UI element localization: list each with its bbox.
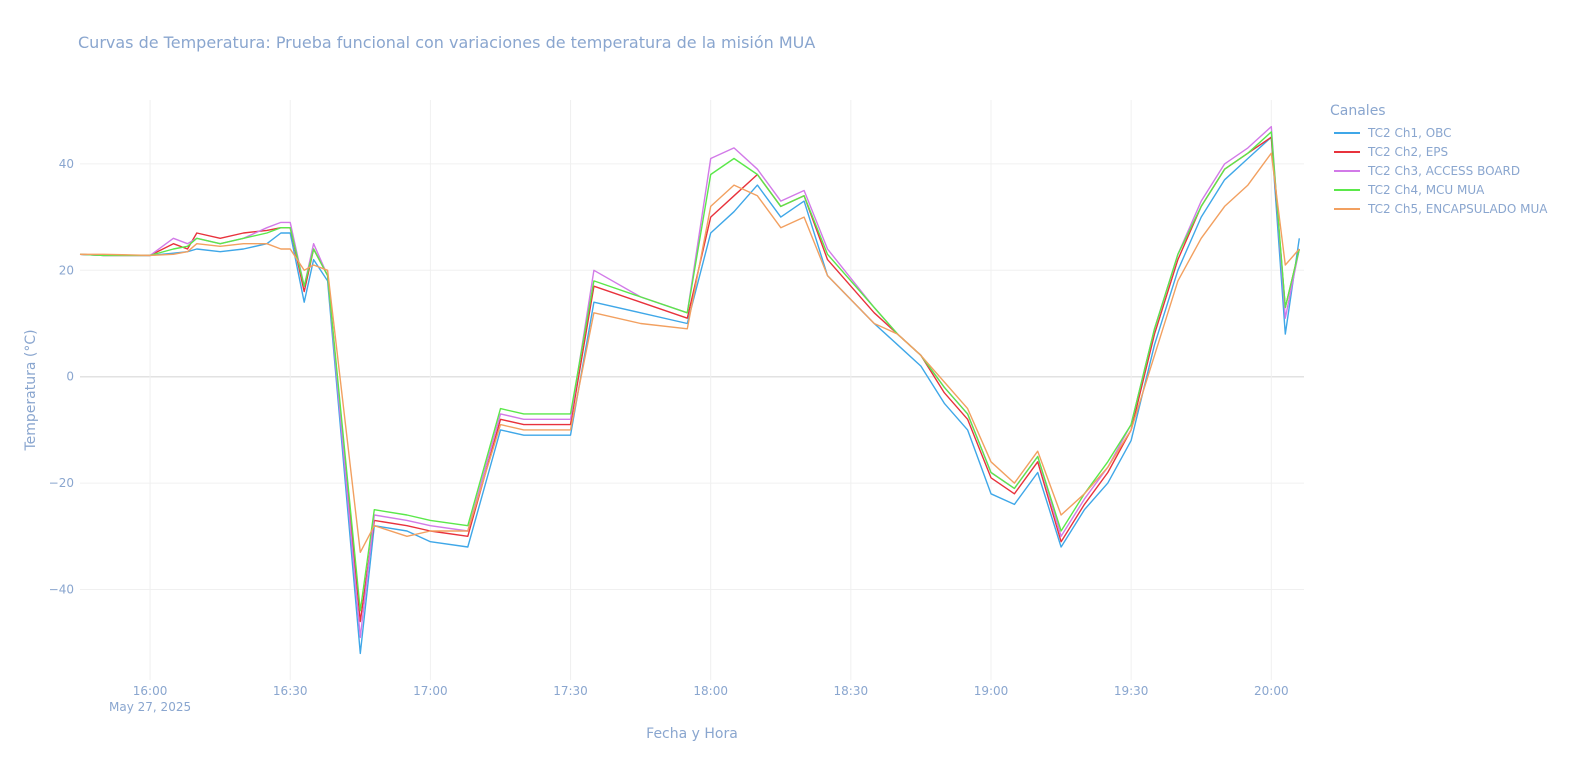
x-tick-labels: 16:00 16:30 17:00 17:30 18:00 18:30 19:00 19:30… <box>133 684 1289 698</box>
legend-title: Canales <box>1330 103 1386 119</box>
legend-items: TC2 Ch1, OBC TC2 Ch2, EPS TC2 Ch3, ACCESS … <box>1330 123 1548 218</box>
legend-swatch <box>1334 188 1360 191</box>
grid <box>80 100 1304 680</box>
chart-title: Curvas de Temperatura: Prueba funcional … <box>78 33 816 52</box>
legend-item[interactable]: TC2 Ch5, ENCAPSULADO MUA <box>1330 199 1548 218</box>
y-tick-label: −40 <box>49 583 74 597</box>
x-axis-title: Fecha y Hora <box>646 726 738 742</box>
x-tick-label: 16:00 <box>133 684 168 698</box>
legend-item[interactable]: TC2 Ch2, EPS <box>1330 142 1548 161</box>
y-tick-label: 20 <box>59 263 74 277</box>
y-tick-labels: −40 −20 0 20 40 <box>49 157 74 597</box>
series-line <box>79 131 1300 612</box>
legend-label: TC2 Ch4, MCU MUA <box>1368 182 1485 197</box>
x-tick-label: 20:00 <box>1254 684 1289 698</box>
y-tick-label: −20 <box>49 476 74 490</box>
legend-swatch <box>1334 150 1360 153</box>
y-tick-label: 0 <box>66 370 74 384</box>
series-lines <box>79 125 1300 655</box>
series-line <box>79 136 1300 623</box>
x-tick-label: 16:30 <box>273 684 308 698</box>
series-line <box>79 125 1300 639</box>
x-tick-label: 19:30 <box>1114 684 1149 698</box>
x-tick-label: 19:00 <box>974 684 1009 698</box>
legend-swatch <box>1334 207 1360 210</box>
legend-swatch <box>1334 169 1360 172</box>
legend-item[interactable]: TC2 Ch4, MCU MUA <box>1330 180 1548 199</box>
legend-item[interactable]: TC2 Ch3, ACCESS BOARD <box>1330 161 1548 180</box>
legend: Canales TC2 Ch1, OBC TC2 Ch2, EPS TC2 Ch3,… <box>1330 103 1548 218</box>
legend-label: TC2 Ch5, ENCAPSULADO MUA <box>1368 201 1548 216</box>
legend-label: TC2 Ch2, EPS <box>1368 144 1449 159</box>
series-line <box>79 136 1300 655</box>
legend-item[interactable]: TC2 Ch1, OBC <box>1330 123 1548 142</box>
y-axis-title: Temperatura (°C) <box>23 329 39 451</box>
legend-label: TC2 Ch3, ACCESS BOARD <box>1368 163 1521 178</box>
legend-swatch <box>1334 131 1360 134</box>
x-tick-label: 17:30 <box>553 684 588 698</box>
x-date-label: May 27, 2025 <box>109 700 191 714</box>
x-tick-label: 18:30 <box>834 684 869 698</box>
x-tick-label: 17:00 <box>413 684 448 698</box>
x-tick-label: 18:00 <box>693 684 728 698</box>
series-line <box>80 152 1300 553</box>
y-tick-label: 40 <box>59 157 74 171</box>
legend-label: TC2 Ch1, OBC <box>1368 125 1452 140</box>
